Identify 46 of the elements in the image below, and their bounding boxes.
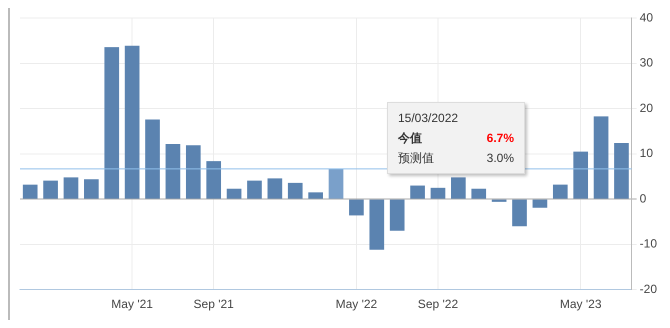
x-tick-label: Sep '21 [194,297,234,312]
bar [573,152,588,199]
annotation: 预测值 [398,150,434,167]
bar [145,120,160,199]
bar [471,188,486,199]
x-tick-label: Sep '22 [418,297,458,312]
bar [247,180,262,199]
bar [186,145,201,199]
bar [166,144,180,199]
annotation: 6.7% [486,130,514,147]
y-tick-label: 30 [640,56,654,70]
bar [328,168,344,199]
x-tick-label: May '22 [336,297,378,312]
y-tick-label: 40 [640,10,654,25]
bar [512,200,527,226]
bar [124,46,140,199]
bar [390,200,405,231]
y-tick-label: 20 [640,100,654,115]
bar [614,143,629,199]
bar [369,200,384,250]
bar [308,192,323,199]
bar [84,179,99,199]
bar [268,178,282,199]
bar [206,161,222,199]
bar [552,184,568,199]
bar [43,180,58,199]
bar [22,184,38,199]
y-tick-label: 0 [640,191,647,206]
x-tick-label: May '21 [111,297,154,312]
bar [288,182,303,199]
y-tick-label: -10 [640,236,658,251]
annotation: 今值 [398,130,422,147]
x-tick-label: May '23 [560,297,602,312]
annotation: 15/03/2022 [398,110,460,127]
annotation: 3.0% [486,150,514,167]
bar [594,116,608,199]
y-tick-label: -20 [640,282,658,296]
bar [226,188,242,199]
bar [104,47,120,199]
y-tick-label: 10 [640,146,654,160]
bar [532,200,548,208]
bar [451,177,466,199]
bar [64,177,78,199]
bar [430,188,446,199]
bar [349,200,364,216]
bar [410,186,425,199]
